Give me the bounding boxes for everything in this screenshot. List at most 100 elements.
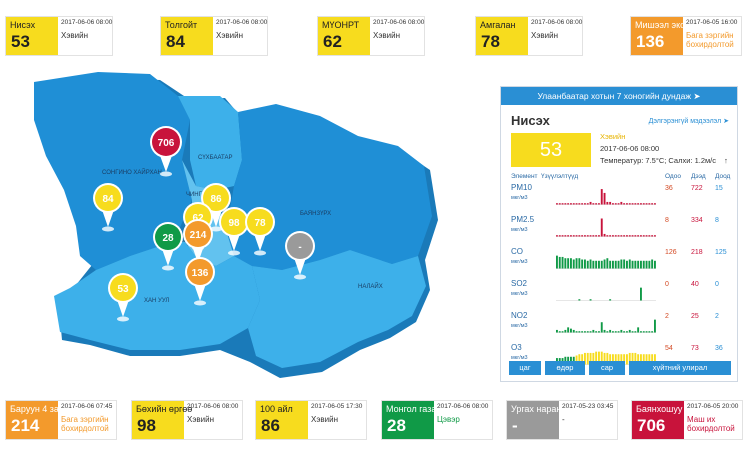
tab-month[interactable]: сар [589,361,625,375]
station-pin[interactable]: 98 [219,207,249,256]
pin-base [194,300,206,306]
detail-link[interactable]: Дэлгэрэнгүй мэдээлэл ➤ [649,117,729,125]
trend-bar [606,235,609,237]
station-card[interactable]: Мишээл экспо 136 2017-06-05 16:00 Бага зэрг… [630,16,742,56]
trend-bar [609,299,612,301]
station-pin[interactable]: 136 [185,257,215,306]
col-element: Элемент [511,173,538,180]
trend-bar [651,354,654,365]
trend-bar [598,260,600,269]
trend-bar [595,260,598,269]
district-nalaikh[interactable] [248,250,426,368]
air-quality-level: Хэвийн [187,415,215,424]
trend-bar [606,201,609,205]
panel-header[interactable]: Улаанбаатар хотын 7 хоногийн дундаж ➤ [501,87,737,105]
trend-bar [651,203,654,205]
trend-bar [609,201,612,205]
trend-bar [637,354,640,365]
trend-bar [617,203,620,205]
tab-cold-season[interactable]: хүйтний улирал [629,361,731,375]
trend-bar [609,329,612,333]
trend-bar [637,203,640,205]
station-card[interactable]: Толгойт 84 2017-06-06 08:00 Хэвийн [160,16,268,56]
station-card[interactable]: Амгалан 78 2017-06-06 08:00 Хэвийн [475,16,583,56]
value-max: 40 [691,281,699,288]
value-max: 334 [691,217,703,224]
pin-base [294,274,306,280]
station-name: Толгойт [165,20,198,30]
arrow-up-icon: ↑ [724,156,728,165]
trend-bar [556,235,558,237]
station-name: Монгол газар [386,404,442,414]
station-pin[interactable]: 78 [245,207,275,256]
trend-bar [603,192,606,205]
pollutant-name: SO2 [511,279,528,288]
trend-bar [570,235,572,237]
aqi-value: 53 [11,32,30,51]
pin-base [162,265,174,271]
pin-value: - [298,242,301,253]
station-pin[interactable]: - [285,231,315,280]
trend-bar [631,352,634,365]
trend-bar [606,352,609,365]
station-pin[interactable]: 706 [150,126,182,177]
district-songinokhairkhan[interactable] [34,72,192,270]
trend-bar [567,258,570,269]
aqi-box: Монгол газар 28 [382,401,441,439]
trend-bar [578,299,581,301]
pin-value: 136 [192,268,209,279]
tab-hour[interactable]: цаг [509,361,541,375]
trend-bar [586,260,589,269]
trend-bar [558,235,561,237]
pin-value: 98 [228,218,240,229]
trend-bar [586,235,589,237]
air-quality-level: - [562,415,565,424]
station-card[interactable]: Баянхошуу 706 2017-06-05 20:00 Маш их бохир… [631,400,743,440]
trend-bar [620,259,623,269]
trend-bar [592,260,595,269]
aqi-value: 28 [387,416,406,435]
trend-bar [589,299,592,301]
station-pin[interactable]: 53 [108,273,138,322]
district-label: НАЛАЙХ [358,282,383,290]
trend-bar [623,235,626,237]
station-pin[interactable]: 84 [93,183,123,232]
trend-bar [631,331,634,333]
district-bayanzurkh[interactable] [226,104,432,270]
trend-bar [654,260,656,269]
station-card[interactable]: 100 айл 86 2017-06-05 17:30 Хэвийн [255,400,367,440]
station-card[interactable]: Ургах наран -2017-05-23 03:45- [506,400,618,440]
trend-bar [654,203,656,205]
trend-bar [556,329,558,333]
trend-bar [642,354,645,365]
station-card[interactable]: Баруун 4 зам 214 2017-06-06 07:45 Бага зэрг… [5,400,117,440]
timestamp: 2017-05-23 03:45 [562,403,614,410]
trend-bar [612,331,614,333]
station-card[interactable]: Монгол газар 28 2017-06-06 08:00 Цэвэр [381,400,493,440]
district-sukhbaatar[interactable] [178,96,242,190]
trend-bar [572,203,575,205]
station-card[interactable]: МҮОНРТ 62 2017-06-06 08:00 Хэвийн [317,16,425,56]
station-pin[interactable]: 28 [153,222,183,271]
value-max: 25 [691,313,699,320]
station-pin[interactable]: 214 [183,219,213,268]
station-name: Баруун 4 зам [10,404,66,414]
station-level: Хэвийн [600,132,626,141]
trend-bar [628,235,631,237]
trend-bar [586,352,589,365]
station-card[interactable]: Бөхийн өргөө 98 2017-06-06 08:00 Хэвийн [131,400,243,440]
trend-bar [628,203,631,205]
trend-bar [648,235,651,237]
station-pin[interactable]: 86 [201,183,231,232]
tab-day[interactable]: өдөр [545,361,585,375]
district-khan-uul[interactable] [54,232,260,350]
trend-bar [567,203,570,205]
aqi-box: Нисэх 53 [6,17,58,55]
value-min: 2 [715,313,719,320]
timestamp: 2017-06-06 07:45 [61,403,113,410]
air-quality-level: Хэвийн [311,415,339,424]
panel-header-title: Улаанбаатар хотын 7 хоногийн дундаж [537,91,692,101]
trend-bar [603,352,606,365]
station-card[interactable]: Нисэх 53 2017-06-06 08:00 Хэвийн [5,16,113,56]
trend-bar [564,258,567,269]
